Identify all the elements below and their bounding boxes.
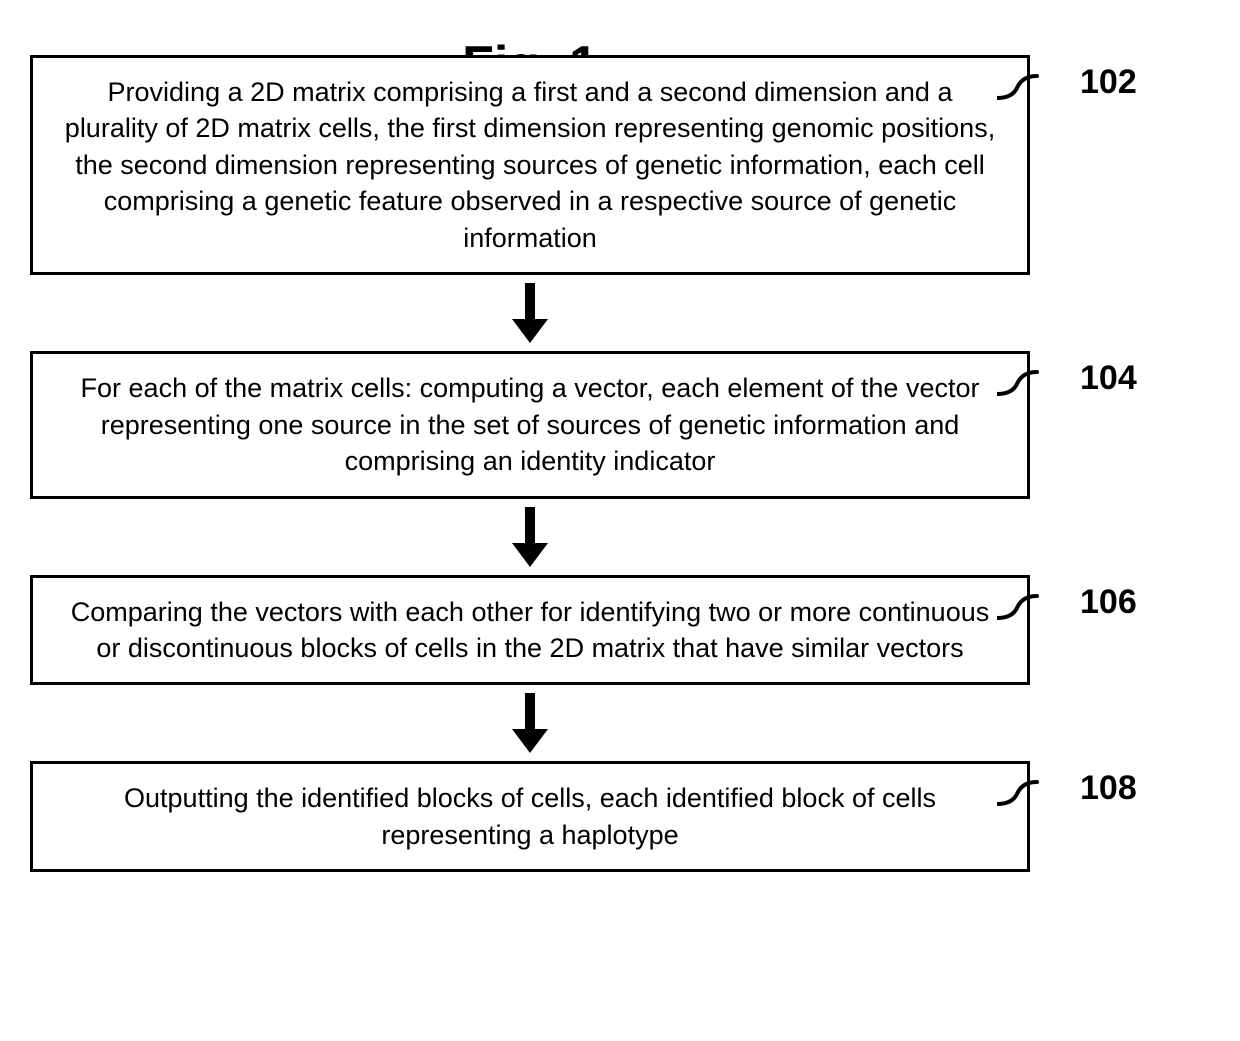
- step-text-102: Providing a 2D matrix comprising a first…: [65, 77, 995, 253]
- step-box-102: Providing a 2D matrix comprising a first…: [30, 55, 1030, 275]
- step-box-106: Comparing the vectors with each other fo…: [30, 575, 1030, 686]
- arrow-container-2: [30, 499, 1030, 575]
- connector-brace-108: [997, 774, 1057, 814]
- step-text-108: Outputting the identified blocks of cell…: [124, 783, 936, 849]
- connector-brace-104: [997, 364, 1057, 404]
- step-label-108: 108: [1080, 769, 1137, 808]
- arrow-3: [510, 693, 550, 753]
- step-row-108: Outputting the identified blocks of cell…: [30, 761, 1210, 872]
- step-row-106: Comparing the vectors with each other fo…: [30, 575, 1210, 686]
- arrow-container-1: [30, 275, 1030, 351]
- step-box-104: For each of the matrix cells: computing …: [30, 351, 1030, 498]
- arrow-1: [510, 283, 550, 343]
- step-text-106: Comparing the vectors with each other fo…: [71, 597, 989, 663]
- step-label-106: 106: [1080, 583, 1137, 622]
- connector-brace-106: [997, 588, 1057, 628]
- step-row-104: For each of the matrix cells: computing …: [30, 351, 1210, 498]
- arrow-container-3: [30, 685, 1030, 761]
- step-box-108: Outputting the identified blocks of cell…: [30, 761, 1030, 872]
- step-label-104: 104: [1080, 359, 1137, 398]
- flowchart-container: Providing a 2D matrix comprising a first…: [30, 55, 1210, 872]
- step-text-104: For each of the matrix cells: computing …: [81, 373, 980, 476]
- connector-brace-102: [997, 68, 1057, 108]
- arrow-2: [510, 507, 550, 567]
- step-row-102: Providing a 2D matrix comprising a first…: [30, 55, 1210, 275]
- step-label-102: 102: [1080, 63, 1137, 102]
